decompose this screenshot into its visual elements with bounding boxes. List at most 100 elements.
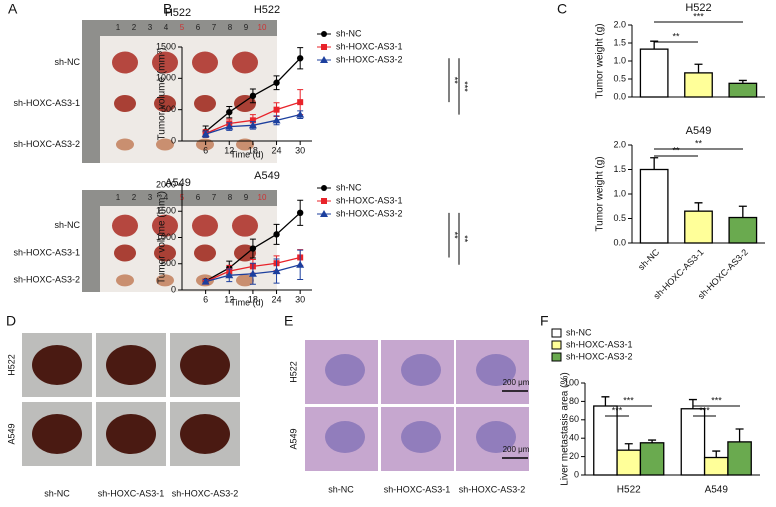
error-bar bbox=[624, 443, 633, 451]
bar bbox=[684, 210, 713, 244]
legend-marker bbox=[321, 198, 327, 204]
liver bbox=[32, 345, 82, 385]
y-tick-label: 0 bbox=[171, 284, 176, 294]
panel-label: A bbox=[8, 1, 18, 17]
ruler bbox=[82, 190, 100, 292]
tumor bbox=[152, 214, 178, 237]
point bbox=[249, 245, 257, 252]
column-label: sh-NC bbox=[328, 484, 354, 494]
column-label: sh-HOXC-AS3-2 bbox=[172, 488, 239, 498]
error-bar bbox=[650, 40, 659, 50]
y-tick-label: 1.5 bbox=[613, 164, 626, 174]
ruler bbox=[82, 20, 277, 36]
tissue bbox=[476, 421, 516, 453]
y-tick-label: 0.0 bbox=[613, 237, 626, 247]
x-tick-label: 6 bbox=[203, 145, 208, 155]
chart-title: A549 bbox=[254, 170, 280, 182]
liver bbox=[106, 414, 156, 454]
point bbox=[296, 260, 305, 268]
bar bbox=[639, 48, 669, 98]
significance-label: ** bbox=[672, 145, 680, 155]
bar bbox=[728, 216, 758, 244]
row-label: sh-HOXC-AS3-2 bbox=[13, 275, 80, 285]
bar bbox=[727, 441, 752, 476]
tumor bbox=[114, 95, 136, 112]
x-tick-label: sh-NC bbox=[636, 247, 661, 272]
legend-swatch bbox=[551, 340, 562, 350]
x-tick-label: 18 bbox=[248, 145, 258, 155]
photo-title: H522 bbox=[165, 7, 191, 19]
point bbox=[249, 92, 257, 100]
bar bbox=[680, 408, 706, 476]
y-tick-label: 2.0 bbox=[613, 19, 626, 29]
tumor bbox=[154, 244, 176, 262]
x-tick-label: 12 bbox=[224, 145, 234, 155]
bar bbox=[703, 456, 729, 476]
tumor bbox=[234, 95, 256, 112]
x-axis-label: Time (d) bbox=[230, 149, 263, 159]
row-label: sh-NC bbox=[54, 57, 80, 67]
ruler-number: 9 bbox=[244, 193, 249, 202]
liver bbox=[32, 414, 82, 454]
ruler bbox=[82, 190, 277, 206]
tumor bbox=[192, 51, 218, 74]
significance-label: ** bbox=[695, 138, 703, 148]
row-label: A549 bbox=[288, 428, 298, 449]
significance-label: ** bbox=[450, 232, 460, 240]
row-label: A549 bbox=[6, 423, 16, 444]
tumor bbox=[194, 244, 216, 262]
legend-marker bbox=[321, 185, 327, 191]
tumor bbox=[156, 138, 174, 151]
chart-title: A549 bbox=[686, 125, 712, 137]
point bbox=[296, 55, 304, 62]
row-label: H522 bbox=[6, 354, 16, 376]
y-tick-label: 1.0 bbox=[613, 55, 626, 65]
ruler-number: 7 bbox=[212, 23, 217, 32]
y-tick-label: 0.5 bbox=[613, 73, 626, 83]
error-bar bbox=[712, 450, 721, 458]
tissue bbox=[476, 354, 516, 386]
legend-label: sh-HOXC-AS3-1 bbox=[336, 195, 403, 205]
y-tick-label: 2.0 bbox=[613, 139, 626, 149]
significance-label: ** bbox=[450, 77, 460, 85]
significance-label: *** bbox=[460, 81, 470, 92]
column-label: sh-NC bbox=[44, 488, 70, 498]
x-tick-label: 30 bbox=[295, 294, 305, 304]
ruler bbox=[82, 20, 100, 163]
legend-label: sh-NC bbox=[336, 182, 362, 192]
ruler-number: 2 bbox=[132, 193, 137, 202]
column-label: sh-HOXC-AS3-1 bbox=[384, 484, 451, 494]
chart-title: H522 bbox=[254, 4, 280, 16]
tumor bbox=[192, 214, 218, 237]
ruler-number: 6 bbox=[196, 23, 201, 32]
point bbox=[296, 209, 304, 217]
x-tick-label: 24 bbox=[272, 145, 282, 155]
tissue bbox=[325, 354, 365, 386]
row-label: H522 bbox=[288, 361, 298, 383]
ruler-number: 5 bbox=[180, 23, 185, 32]
row-label: sh-NC bbox=[54, 220, 80, 230]
legend-swatch bbox=[551, 352, 562, 362]
y-tick-label: 500 bbox=[161, 258, 176, 268]
y-tick-label: 1.0 bbox=[613, 188, 626, 198]
ruler-number: 1 bbox=[116, 193, 121, 202]
panel-label: B bbox=[163, 1, 172, 17]
legend-label: sh-HOXC-AS3-2 bbox=[336, 54, 403, 64]
ruler-number: 1 bbox=[116, 23, 121, 32]
point bbox=[273, 79, 280, 86]
error-bar bbox=[735, 428, 744, 442]
ruler-number: 6 bbox=[196, 193, 201, 202]
legend-marker bbox=[321, 44, 327, 50]
y-tick-label: 0.0 bbox=[613, 91, 626, 101]
row-label: sh-HOXC-AS3-1 bbox=[13, 247, 80, 257]
bar bbox=[639, 442, 665, 476]
bar bbox=[728, 82, 758, 98]
point bbox=[297, 99, 304, 106]
point bbox=[201, 277, 210, 285]
point bbox=[272, 116, 281, 124]
tissue bbox=[401, 421, 441, 453]
tumor bbox=[156, 274, 174, 287]
x-tick-label: 6 bbox=[203, 294, 208, 304]
tumor bbox=[154, 95, 176, 112]
